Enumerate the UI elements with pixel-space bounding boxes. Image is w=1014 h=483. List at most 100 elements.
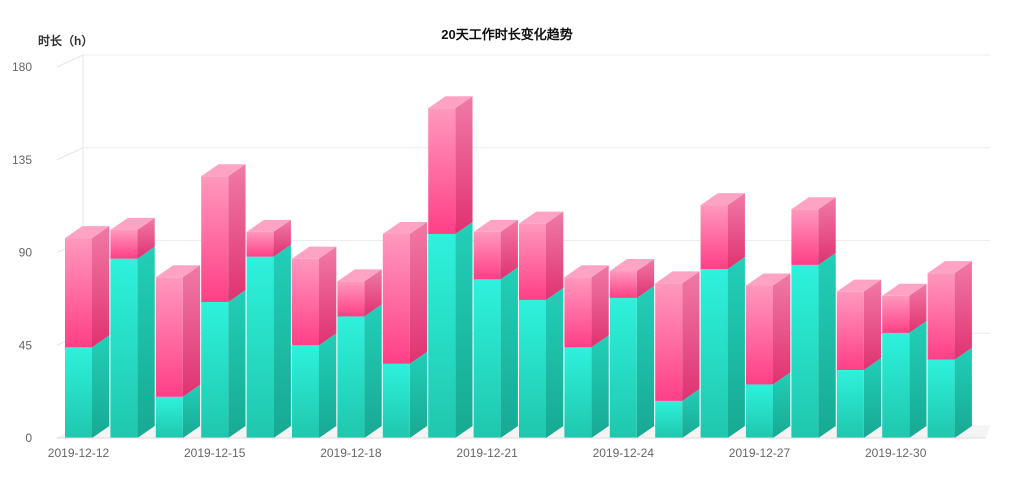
bar-segment xyxy=(382,221,428,364)
bar-segment xyxy=(519,211,564,300)
bar-segment xyxy=(927,261,972,360)
bar-segment xyxy=(791,252,836,438)
bar-side-face xyxy=(500,219,518,280)
bar-top-face xyxy=(655,271,700,284)
bar-segment xyxy=(155,384,201,438)
y-tick-label: 180 xyxy=(12,60,32,74)
bar-segment xyxy=(337,269,382,317)
bar-side-face xyxy=(954,347,972,438)
bar-front-face xyxy=(428,233,456,438)
bar-front-face xyxy=(292,345,319,438)
y-axis-label: 时长（h） xyxy=(38,34,94,48)
bar-side-face xyxy=(546,287,564,438)
bar-side-face xyxy=(773,273,791,385)
bar-side-face xyxy=(92,335,110,438)
bar-side-face xyxy=(818,197,836,265)
bar-segment xyxy=(746,273,791,385)
bar-side-face xyxy=(137,246,155,438)
bar-top-face xyxy=(65,226,110,239)
bar-segment xyxy=(700,193,745,269)
bar-side-face xyxy=(319,246,337,346)
bar-segment xyxy=(519,287,564,438)
bar-side-face xyxy=(228,289,246,438)
bar-top-face xyxy=(246,219,291,232)
bar-segment xyxy=(382,351,428,438)
bar-front-face xyxy=(655,400,683,438)
bar-top-face xyxy=(110,217,155,230)
bar-side-face xyxy=(137,217,155,259)
bar-front-face xyxy=(564,347,592,438)
bar-segment xyxy=(473,267,518,438)
bar-front-face xyxy=(882,295,910,333)
bar-side-face xyxy=(182,384,201,438)
y-tick-label: 45 xyxy=(19,338,33,352)
bar-segment xyxy=(110,217,155,259)
bar-side-face xyxy=(591,265,609,348)
bar-side-face xyxy=(727,193,745,269)
bar-side-face xyxy=(636,285,655,438)
bar-segment xyxy=(428,221,473,438)
bar-front-face xyxy=(65,347,92,438)
bar-segment xyxy=(655,271,700,401)
bar-side-face xyxy=(682,388,700,438)
x-tick-label: 2019-12-21 xyxy=(456,446,518,460)
bar-front-face xyxy=(927,359,955,438)
bar-side-face xyxy=(182,265,201,397)
bar-top-face xyxy=(473,219,518,232)
x-tick-label: 2019-12-27 xyxy=(729,446,791,460)
x-tick-label: 2019-12-15 xyxy=(184,446,246,460)
bar-side-face xyxy=(773,372,791,438)
bar-side-face xyxy=(546,211,564,300)
x-tick-label: 2019-12-18 xyxy=(320,446,382,460)
bar-side-face xyxy=(455,221,473,438)
bar-top-face xyxy=(836,279,882,292)
bar-segment xyxy=(201,289,246,438)
bar-segment xyxy=(791,197,836,265)
bar-front-face xyxy=(382,363,410,438)
bar-front-face xyxy=(609,297,637,438)
bar-front-face xyxy=(473,279,501,438)
bar-side-face xyxy=(364,304,382,438)
bar-top-face xyxy=(791,197,836,210)
bar-segment xyxy=(65,226,110,348)
y-tick-label: 90 xyxy=(19,246,33,260)
bar-top-face xyxy=(746,273,791,286)
bar-segment xyxy=(609,259,655,298)
bar-segment xyxy=(836,357,882,438)
bar-front-face xyxy=(836,369,864,438)
bar-top-face xyxy=(155,265,201,278)
bar-side-face xyxy=(909,283,927,333)
bar-side-face xyxy=(591,335,609,438)
bar-segment xyxy=(564,335,609,438)
bar-front-face xyxy=(700,205,728,269)
bar-side-face xyxy=(682,271,700,401)
bar-side-face xyxy=(909,320,927,438)
x-tick-label: 2019-12-30 xyxy=(865,446,927,460)
bar-front-face xyxy=(927,273,955,360)
bar-segment xyxy=(65,335,110,438)
bar-front-face xyxy=(519,223,546,300)
bar-side-face xyxy=(228,164,246,302)
bar-side-face xyxy=(727,256,745,438)
bar-top-face xyxy=(201,164,246,177)
bar-front-face xyxy=(791,209,819,265)
bar-segment xyxy=(292,333,337,438)
bar-front-face xyxy=(337,316,365,438)
bar-front-face xyxy=(110,229,138,259)
bar-segment xyxy=(246,244,291,438)
bar-front-face xyxy=(609,271,637,298)
bar-front-face xyxy=(655,283,683,401)
bar-front-face xyxy=(746,285,773,385)
bar-segment xyxy=(882,320,927,438)
bar-segment xyxy=(337,304,382,438)
bar-front-face xyxy=(836,291,864,370)
bar-segment xyxy=(700,256,745,438)
bar-segment xyxy=(201,164,246,302)
bar-segment xyxy=(564,265,609,348)
bar-top-face xyxy=(292,246,337,259)
bar-side-face xyxy=(364,269,382,317)
bar-segment xyxy=(473,219,518,280)
bar-segment xyxy=(246,219,291,257)
y-tick-label: 0 xyxy=(25,431,32,445)
